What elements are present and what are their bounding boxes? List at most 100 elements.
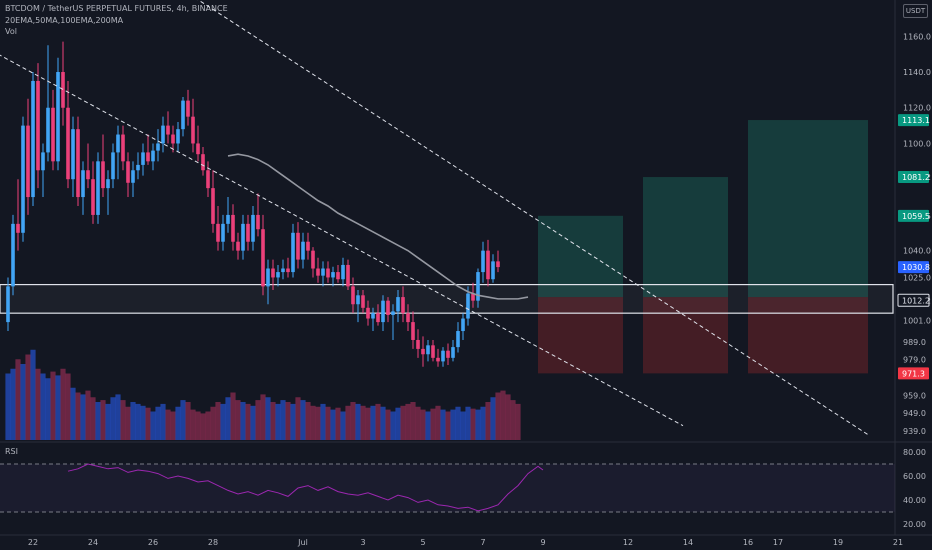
volume-bar — [10, 368, 16, 440]
candle-body — [441, 350, 445, 362]
rsi-line — [67, 463, 544, 512]
candle-body — [216, 223, 220, 242]
candle — [476, 268, 480, 308]
candle — [366, 300, 370, 326]
rsi-tick-label: 40.00 — [903, 496, 926, 505]
candle — [491, 254, 495, 283]
volume-bar — [435, 405, 441, 440]
volume-bar — [70, 387, 76, 440]
candle — [241, 214, 245, 260]
volume-bar — [145, 407, 151, 440]
candle — [166, 111, 170, 144]
candle — [71, 116, 75, 198]
candle — [316, 257, 320, 283]
candle — [161, 116, 165, 153]
candle-body — [206, 170, 210, 189]
volume-bar — [455, 406, 461, 440]
candle — [131, 161, 135, 198]
volume-bar — [190, 409, 196, 440]
candle-body — [6, 286, 10, 323]
volume-bar — [185, 402, 191, 440]
trendline-2 — [197, 0, 869, 436]
volume-bar — [5, 373, 11, 440]
volume-bar — [385, 409, 391, 440]
volume-bar — [315, 406, 321, 440]
volume-bar — [370, 405, 376, 440]
y-tick-label: 1100.0 — [903, 139, 931, 148]
x-tick-label: 26 — [148, 538, 158, 547]
volume-bar — [515, 403, 521, 440]
candle — [486, 239, 490, 287]
volume-bar — [180, 400, 186, 440]
candle — [201, 147, 205, 176]
candle — [216, 205, 220, 251]
candle — [196, 125, 200, 162]
currency-button[interactable]: USDT — [903, 4, 928, 18]
volume-bar — [405, 403, 411, 440]
candle-body — [496, 261, 500, 268]
price-tag-label: 971.3 — [902, 369, 925, 378]
candle-body — [46, 107, 50, 153]
candle-body — [316, 268, 320, 276]
y-tick-label: 939.0 — [903, 427, 926, 436]
candle — [31, 72, 35, 206]
volume-bar — [260, 394, 266, 440]
volume-bar — [20, 364, 26, 440]
candle — [331, 266, 335, 287]
candle-body — [326, 268, 330, 278]
price-tag-box — [898, 114, 929, 127]
volume-bar — [165, 409, 171, 440]
volume-bar — [345, 405, 351, 440]
volume-bar — [255, 400, 261, 440]
volume-bar — [45, 378, 51, 440]
candle-body — [301, 241, 305, 260]
indicator-legend[interactable]: 20EMA,50MA,100EMA,200MA — [5, 16, 124, 25]
candle-body — [31, 80, 35, 198]
candle-body — [471, 293, 475, 301]
candle — [311, 247, 315, 278]
candle-body — [196, 143, 200, 155]
volume-bar — [440, 409, 446, 440]
volume-bar — [80, 394, 86, 440]
candle — [296, 222, 300, 269]
volume-bar — [300, 400, 306, 440]
candle-body — [26, 125, 30, 198]
x-tick-label: 12 — [623, 538, 633, 547]
support-zone — [0, 283, 894, 314]
candle-body — [61, 72, 65, 108]
x-tick-label: 28 — [208, 538, 218, 547]
candle-body — [331, 272, 335, 278]
candle-body — [466, 293, 470, 319]
candle-body — [176, 129, 180, 144]
volume-legend[interactable]: Vol — [5, 27, 17, 36]
volume-bar — [510, 400, 516, 440]
candle-body — [91, 179, 95, 215]
volume-bar — [245, 403, 251, 440]
volume-bar — [480, 406, 486, 440]
candle — [121, 125, 125, 171]
candle — [346, 259, 350, 290]
candle — [6, 277, 10, 332]
volume-bar — [390, 411, 396, 440]
candle — [151, 143, 155, 171]
candle — [381, 295, 385, 332]
candle — [26, 98, 30, 215]
chart-title: BTCDOM / TetherUS PERPETUAL FUTURES, 4h,… — [5, 4, 228, 13]
volume-bar — [240, 402, 246, 440]
candle-body — [76, 129, 80, 198]
candle-body — [236, 241, 240, 251]
candle-body — [166, 125, 170, 135]
target-zone-1 — [538, 215, 623, 298]
volume-bar — [160, 403, 166, 440]
volume-bar — [295, 397, 301, 440]
candle — [46, 45, 50, 162]
candle-body — [451, 347, 455, 358]
trendline-1 — [0, 54, 684, 427]
stop-zone-2 — [643, 297, 728, 374]
candle-body — [391, 311, 395, 315]
rsi-legend[interactable]: RSI — [5, 447, 18, 456]
candle-body — [476, 272, 480, 301]
rsi-tick-label: 60.00 — [903, 472, 926, 481]
volume-bar — [380, 406, 386, 440]
